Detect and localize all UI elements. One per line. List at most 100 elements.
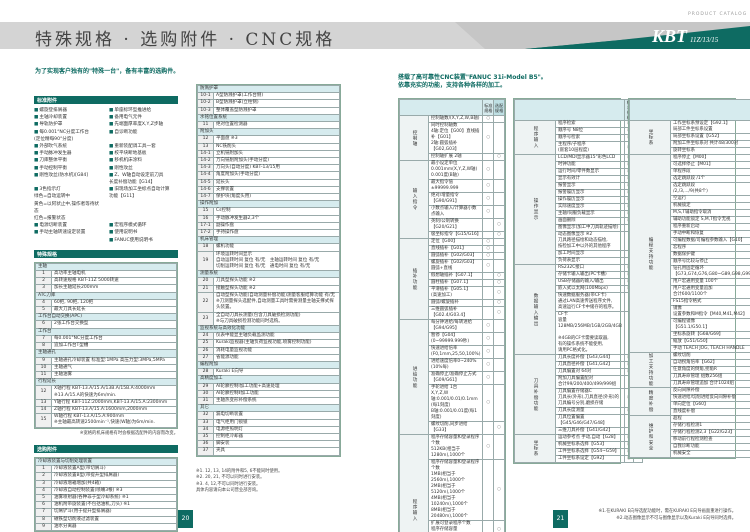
group-row: 防溅护罩 [198, 86, 340, 93]
item-number: 5 [36, 495, 52, 502]
standard-item: 3色指示灯 绿色=自动运转中 黄色=以阿状止中,操作者等待状态 红色=报警状态 [34, 186, 103, 222]
item-number: 33 [198, 419, 214, 426]
group-label: 控制轴 [400, 116, 429, 161]
feature-text: 螺纹切削 [671, 353, 750, 360]
item-text: 平面盘 ※3 [214, 136, 340, 143]
feature-text: 局部坐标系设置【G52】 [671, 134, 750, 141]
item-text: 副操作盘 [214, 222, 340, 229]
item-number: 16 [198, 215, 214, 222]
item-text: Cs控制 [214, 208, 340, 215]
item-text: NC铣削头 [214, 143, 340, 150]
item-number: 10 [36, 364, 52, 371]
feature-text: 镜像 设置参数和M指令【M40,M41,M42】 [671, 306, 750, 319]
feature-text: 机械坐标系选择【G53】 [556, 442, 625, 449]
item-number: 32 [198, 412, 214, 419]
item-text: 切屑铲斗(用于提升型排屑器) [52, 509, 177, 516]
feature-text: 螺纹切削,同步进给【G33】 [429, 422, 483, 435]
item-number: 8 [36, 516, 52, 523]
optional-mark [494, 346, 505, 359]
feature-text: 每分钟进给/每转进给【G94/G95】 [429, 320, 483, 333]
standard-item: 螺旋登排屑器 [34, 107, 103, 114]
feature-text: 超程 [671, 416, 750, 423]
feature-text: 平滑插补【G05.1】 (高速加工) [429, 287, 483, 300]
feature-text: 准确停止/准确停止方式 【G09/G61】 [429, 372, 483, 385]
item-number: 9 [36, 357, 52, 364]
feature-text: 存储行程检测2,3【G22/G23】 [671, 430, 750, 437]
group-label: 精度补偿 [630, 388, 671, 416]
item-text: 2张工作台交换型 [52, 321, 177, 328]
item-number: 9 [36, 523, 52, 530]
optional-mark: ○ [494, 422, 505, 435]
feature-text: 最大指令值 ±99999.999 [429, 180, 483, 193]
standard-item: 电源切断装置 [34, 222, 103, 229]
item-number: 15 [36, 414, 52, 427]
standard-mark: ○ [483, 435, 494, 460]
item-number: 15 [198, 208, 214, 215]
feature-text: 刀具偏置对 64对 [556, 369, 625, 376]
optional-mark [494, 333, 505, 346]
header-blank [515, 100, 625, 121]
feature-text: 报警显示 [556, 183, 625, 190]
feature-text: 画面删除 [556, 218, 625, 225]
feature-text: 手动中断和恢复 [671, 231, 750, 238]
group-row: ATC刀库 [36, 292, 177, 299]
optional-mark [494, 253, 505, 260]
feature-text: 可编程镜像 【G51.1/G50.1】 [671, 319, 750, 332]
feature-text: 存储行程检测1 [671, 423, 750, 430]
section-title: 特殊规格 [34, 250, 178, 258]
feature-text: 控制轴扩展 2轴 [429, 154, 483, 161]
standard-item: 宏程序模式循环 [109, 222, 178, 229]
group-label: 程序输入 [515, 121, 556, 155]
standard-item: FANUC使用说明书 [109, 237, 178, 244]
item-text: 万向头(自动分度) KBT-13/15用 [214, 165, 340, 172]
group-row: 水铭位置系统 [198, 114, 340, 121]
standard-item: 每0.001°NC分度工作台 (定位精每90°分度) [34, 129, 103, 143]
item-text: Kuraki监视器(主轴负荷监视功能,喷雾控制功能) [214, 340, 340, 347]
optional-mark [494, 320, 505, 333]
item-text: 油雾喷射器(各种非于型冷却系统) ※1 [52, 495, 177, 502]
standard-mark: ○ [483, 320, 494, 333]
item-text: W轴行程 KBT-13.A/15.A:900mm ※主轴最高转速2500min⁻… [52, 414, 177, 427]
item-number: 26 [198, 347, 214, 354]
feature-text: 自我诊断功能 [671, 444, 750, 451]
item-number: 23 [198, 312, 214, 325]
item-number: 6 [36, 502, 52, 509]
group-label: 加工支持功能 [630, 353, 671, 388]
feature-text: 刀具寿命管理追加 合计1024组 [671, 381, 750, 388]
feature-text: M,S,T辅助指令取消 [671, 210, 750, 217]
feature-text: 图像显示(加工中刀具轨迹描绘) [556, 225, 625, 232]
section-title: 选购附件 [34, 445, 178, 453]
optional-mark: ○ [494, 307, 505, 320]
section-title: 标准附件 [34, 96, 178, 104]
standard-mark [483, 521, 494, 532]
group-label: 工作台自动交换(APC) [36, 314, 177, 321]
standard-mark: ○ [483, 359, 494, 372]
standard-mark [483, 280, 494, 287]
item-text: 手动脉冲发生器2,3个 [214, 215, 340, 222]
item-text: 支撑装置 [214, 186, 340, 193]
item-number: 11 [36, 371, 52, 378]
item-text: 自动型探头功能(自动测量补偿功能)测量客服结算功能 有/无 ※刀测量探头选配件,… [214, 292, 340, 312]
feature-text: 实际速度显示 [556, 204, 625, 211]
optional-mark: ○ [494, 521, 505, 532]
item-text: 主轴通气 [52, 364, 177, 371]
feature-text: 控制轴数/(X,Y,Z,W,B轴) [429, 116, 483, 123]
